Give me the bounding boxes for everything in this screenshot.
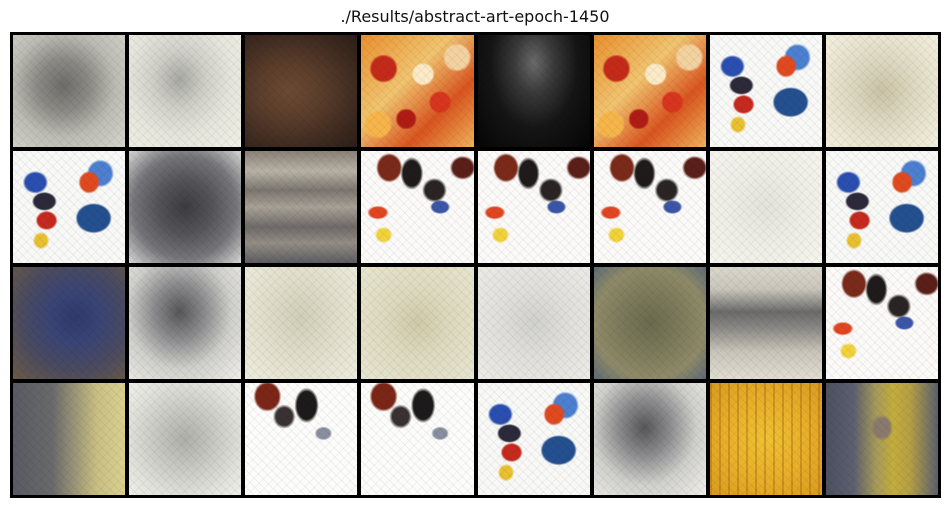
generated-image-tile [477, 267, 590, 379]
image-grid [10, 32, 941, 498]
figure-title: ./Results/abstract-art-epoch-1450 [340, 7, 610, 26]
generated-image-tile [13, 383, 126, 495]
generated-image-tile [13, 267, 126, 379]
generated-image-tile [245, 383, 358, 495]
generated-image-tile [593, 151, 706, 263]
generated-image-tile [477, 151, 590, 263]
generated-image-tile [361, 151, 474, 263]
generated-image-tile [13, 151, 126, 263]
generated-image-tile [477, 35, 590, 147]
generated-image-tile [709, 35, 822, 147]
generated-image-tile [593, 383, 706, 495]
generated-image-tile [361, 35, 474, 147]
generated-image-tile [709, 267, 822, 379]
generated-image-tile [825, 151, 938, 263]
generated-image-tile [709, 151, 822, 263]
generated-image-tile [129, 151, 242, 263]
generated-image-tile [245, 151, 358, 263]
generated-image-tile [13, 35, 126, 147]
generated-image-tile [825, 35, 938, 147]
generated-image-tile [129, 35, 242, 147]
generated-image-tile [593, 267, 706, 379]
generated-image-tile [245, 35, 358, 147]
generated-image-tile [825, 383, 938, 495]
generated-image-tile [129, 383, 242, 495]
generated-image-tile [129, 267, 242, 379]
generated-image-tile [477, 383, 590, 495]
generated-image-tile [593, 35, 706, 147]
generated-image-tile [361, 383, 474, 495]
generated-image-tile [709, 383, 822, 495]
generated-image-tile [245, 267, 358, 379]
generated-image-tile [825, 267, 938, 379]
generated-image-tile [361, 267, 474, 379]
